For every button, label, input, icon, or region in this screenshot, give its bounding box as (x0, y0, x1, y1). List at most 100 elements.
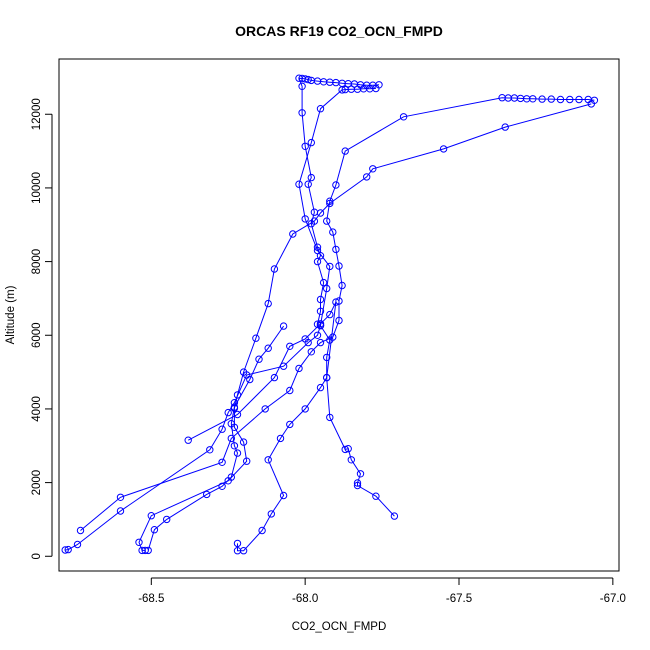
data-point (230, 403, 239, 411)
data-point (264, 299, 272, 308)
data-point (538, 95, 546, 103)
data-point (316, 338, 325, 347)
x-tick-label: -67.5 (446, 593, 472, 605)
data-point (332, 245, 340, 254)
data-point (310, 208, 319, 216)
data-point (326, 336, 334, 344)
data-point (353, 479, 362, 487)
data-point (566, 95, 574, 104)
data-point (301, 215, 309, 223)
x-tick-label: -67.0 (600, 593, 626, 605)
data-point (76, 526, 85, 535)
series-line (147, 325, 285, 551)
y-axis-label: Altitude (m) (5, 285, 17, 344)
data-point (587, 100, 595, 108)
data-point (344, 445, 352, 453)
y-tick-label: 8000 (31, 249, 43, 275)
data-point (307, 138, 315, 147)
data-point (338, 86, 346, 94)
data-point (399, 113, 408, 121)
data-point (313, 257, 322, 266)
data-point (184, 436, 192, 444)
data-point (289, 230, 297, 238)
y-tick-label: 12000 (31, 98, 43, 130)
data-point (116, 493, 125, 501)
data-point (313, 331, 322, 339)
x-axis: -68.5 -68.0 -67.5 -67.0 (138, 577, 626, 605)
data-point (163, 515, 171, 524)
data-point (270, 373, 279, 382)
data-point (556, 95, 565, 104)
data-point (335, 262, 343, 270)
data-point (286, 386, 294, 395)
data-point (313, 246, 322, 255)
y-tick-label: 10000 (31, 172, 43, 204)
series-2 (135, 100, 595, 555)
data-point (270, 265, 279, 273)
data-point (356, 470, 365, 478)
data-point (363, 173, 371, 181)
data-point (316, 383, 325, 392)
data-point (323, 373, 331, 382)
data-point (295, 74, 303, 82)
data-point (338, 281, 346, 290)
data-point (298, 82, 306, 91)
data-point (335, 297, 343, 305)
data-point (203, 490, 211, 499)
data-point (326, 310, 334, 319)
data-point (326, 199, 334, 208)
data-point (326, 413, 334, 422)
data-point (255, 355, 263, 363)
data-point (206, 446, 214, 454)
data-point (501, 123, 509, 131)
data-point (329, 228, 337, 236)
data-point (286, 420, 294, 429)
data-point (230, 399, 239, 407)
data-point (323, 284, 331, 293)
plot-frame (58, 58, 620, 572)
data-point (295, 364, 303, 373)
data-point (304, 180, 312, 188)
data-point (335, 316, 343, 325)
data-point (341, 85, 349, 94)
data-point (372, 492, 380, 500)
data-point (316, 105, 325, 113)
data-point (439, 145, 448, 153)
series-line (65, 88, 376, 551)
data-point (316, 307, 325, 315)
data-point (233, 410, 242, 419)
data-point (307, 220, 315, 228)
data-point (61, 546, 69, 554)
data-point (135, 538, 143, 546)
data-point (261, 405, 269, 413)
chart-title: ORCAS RF19 CO2_OCN_FMPD (235, 23, 443, 39)
data-point (227, 473, 236, 481)
data-point (498, 94, 506, 102)
data-point (332, 298, 340, 306)
data-point (323, 353, 331, 362)
data-point (267, 510, 275, 518)
data-point (218, 458, 226, 466)
data-point (227, 434, 236, 443)
series-1 (76, 94, 599, 535)
series-line (80, 97, 595, 531)
data-point (116, 507, 125, 515)
data-point (264, 344, 272, 352)
data-point (243, 457, 251, 465)
data-point (319, 278, 328, 287)
data-point (295, 180, 303, 188)
data-point (353, 481, 362, 490)
series-3 (233, 74, 383, 555)
data-point (316, 295, 325, 304)
data-point (279, 491, 288, 500)
x-tick-label: -68.0 (292, 593, 318, 605)
data-point (264, 456, 272, 464)
data-point (341, 445, 349, 454)
data-point (298, 109, 306, 117)
data-point (218, 425, 226, 433)
data-point (390, 512, 399, 520)
y-tick-label: 6000 (31, 322, 43, 348)
y-tick-label: 0 (31, 553, 43, 559)
data-point (233, 539, 242, 548)
data-point (341, 147, 349, 155)
